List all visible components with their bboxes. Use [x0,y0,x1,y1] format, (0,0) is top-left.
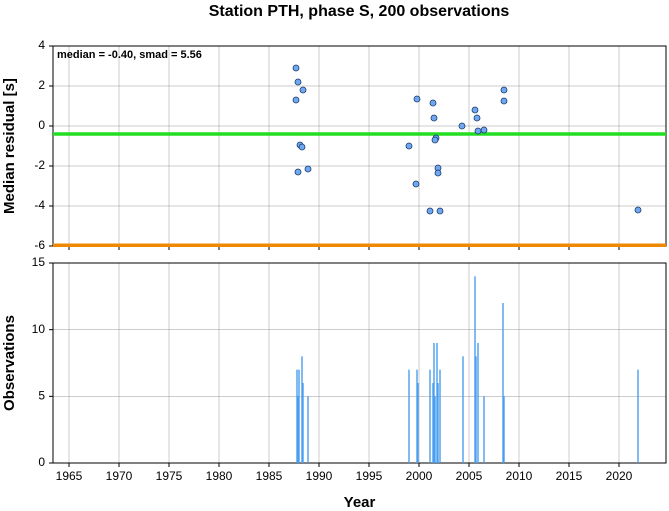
point [473,114,481,122]
y-tick-label: 0 [38,118,45,132]
point [413,95,421,103]
plot-frame [52,45,667,247]
y-tick-label: 10 [32,322,46,336]
bar [434,396,436,463]
point [634,206,642,214]
point [431,136,439,144]
y-tick-label: 4 [38,38,45,52]
bar [436,343,438,463]
point [500,86,508,94]
x-tick-label: 1975 [156,469,183,483]
point [480,126,488,134]
bar [417,383,419,463]
bar [475,356,477,463]
bar [637,369,639,463]
y-tick-label: -2 [34,158,45,172]
bar [474,276,476,463]
panel: 1965 1970 1975 1980 1985 1990 1995 2000 2005 2010… [1,255,667,511]
point [299,86,307,94]
bar [408,369,410,463]
bar [433,343,435,463]
bar [503,396,505,463]
x-tick-label: 1985 [256,469,283,483]
y-tick-label: -6 [34,238,45,252]
bar [298,369,300,463]
bar [439,369,441,463]
x-tick-label: 1995 [356,469,383,483]
point [292,64,300,72]
bar [416,369,418,463]
x-tick-label: 2005 [456,469,483,483]
point [304,165,312,173]
plot-frame [52,262,667,464]
x-tick-label: 2020 [606,469,633,483]
panel: -6 -4 -2 0 2 4 Median residual [s] [1,38,667,252]
bar [437,383,439,463]
bar [429,369,431,463]
point [434,169,442,177]
y-tick-label: -4 [34,198,45,212]
point [430,114,438,122]
bar [301,356,303,463]
x-tick-label: 1965 [56,469,83,483]
point [429,99,437,107]
x-axis-label: Year [344,494,376,511]
y-axis-label: Median residual [s] [1,78,18,214]
point [458,122,466,130]
point [426,207,434,215]
point [405,142,413,150]
x-tick-label: 2015 [556,469,583,483]
x-tick-label: 1980 [206,469,233,483]
annotation: median = -0.40, smad = 5.56 [57,49,202,61]
y-axis-label: Observations [1,315,18,411]
point [500,97,508,105]
point [471,106,479,114]
bar [307,396,309,463]
bar [483,396,485,463]
y-tick-label: 15 [32,255,46,269]
point [292,96,300,104]
point [298,143,306,151]
point [436,207,444,215]
x-tick-label: 2010 [506,469,533,483]
y-tick-label: 0 [38,455,45,469]
bar [302,383,304,463]
point [294,168,302,176]
point [294,78,302,86]
point [412,180,420,188]
point [474,127,482,135]
x-tick-label: 1990 [306,469,333,483]
chart-title: Station PTH, phase S, 200 observations [209,3,510,20]
bar [477,343,479,463]
bar [502,303,504,463]
bar [297,396,299,463]
bar [432,383,434,463]
x-tick-label: 1970 [106,469,133,483]
bar [296,369,298,463]
x-tick-label: 2000 [406,469,433,483]
bar [462,356,464,463]
y-tick-label: 2 [38,78,45,92]
y-tick-label: 5 [38,389,45,403]
